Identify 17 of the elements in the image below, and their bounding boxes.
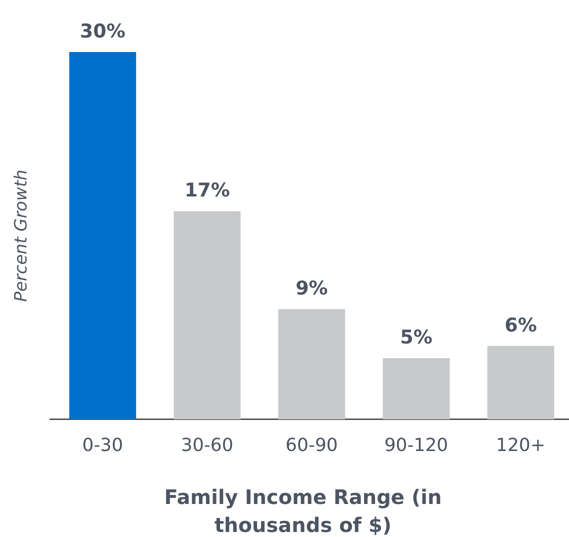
bar [382, 358, 450, 420]
bar [69, 52, 136, 420]
x-axis-title: Family Income Range (in thousands of $) [163, 484, 443, 537]
data-label: 9% [296, 278, 328, 300]
bar [278, 309, 346, 420]
x-tick-label: 90-120 [384, 434, 448, 456]
x-tick-label: 30-60 [181, 434, 234, 456]
x-tick-label: 0-30 [82, 434, 124, 456]
y-axis-title: Percent Growth [12, 170, 32, 302]
x-tick-label: 120+ [496, 434, 546, 456]
bar [487, 346, 554, 420]
bar [174, 211, 241, 420]
data-label: 6% [504, 314, 537, 336]
x-tick-label: 60-90 [286, 434, 338, 456]
data-label: 17% [184, 180, 230, 202]
data-label: 5% [400, 326, 432, 349]
data-label: 30% [80, 20, 126, 42]
